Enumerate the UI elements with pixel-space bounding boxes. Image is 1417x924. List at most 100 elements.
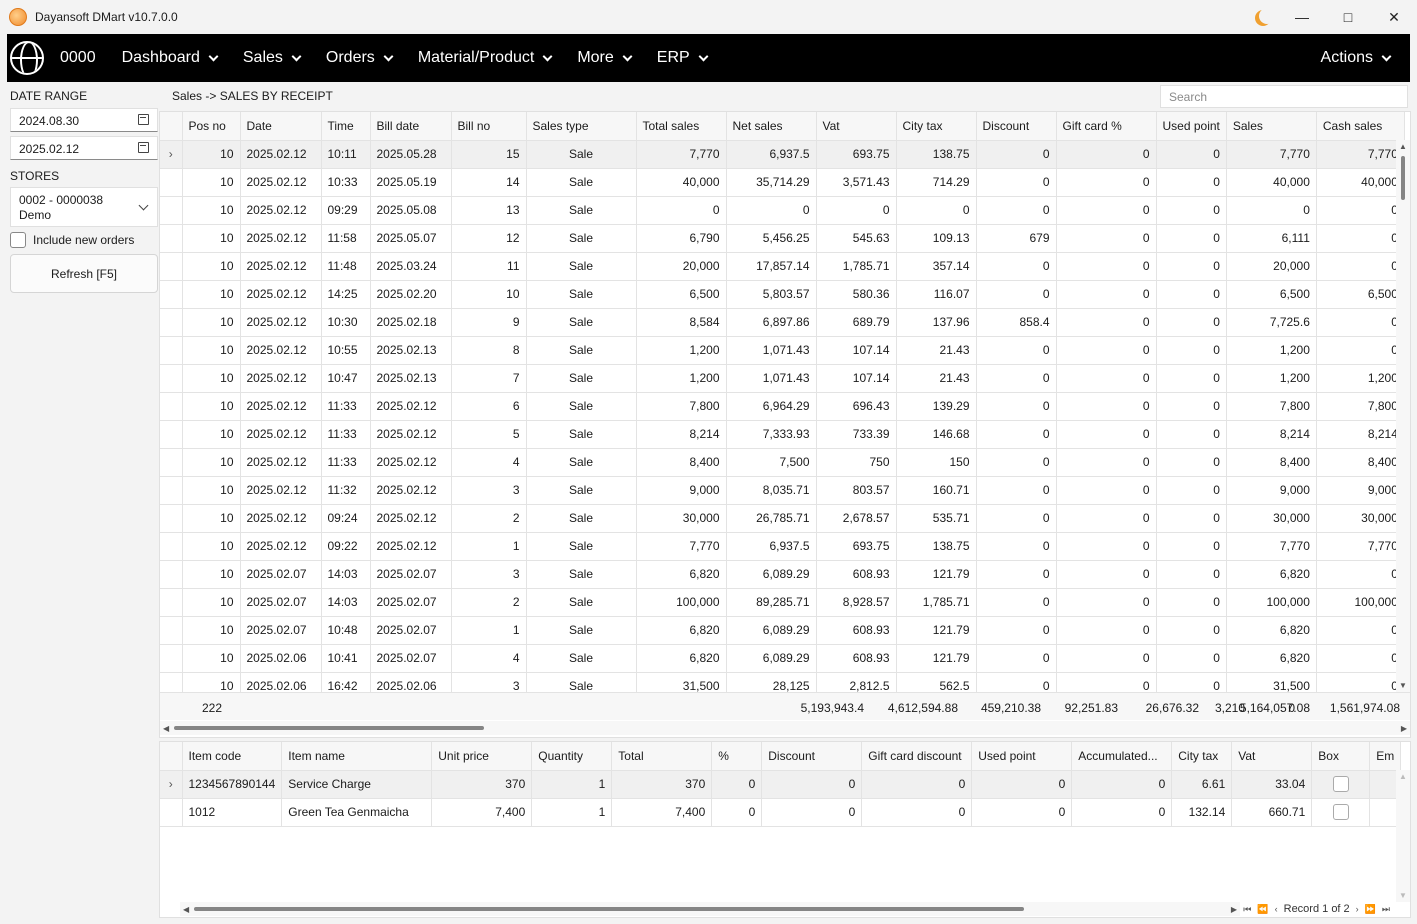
calendar-icon[interactable] (138, 142, 149, 153)
table-cell[interactable]: 0 (1156, 364, 1227, 393)
table-cell[interactable]: 150 (896, 448, 977, 477)
table-cell[interactable]: 4 (451, 448, 527, 477)
table-cell[interactable]: 11:33 (321, 392, 371, 421)
table-cell[interactable]: 40,000 (636, 168, 727, 197)
table-cell[interactable]: 0 (1056, 560, 1157, 589)
table-cell[interactable]: 7,400 (611, 798, 713, 827)
table-cell[interactable]: 6,820 (636, 644, 727, 673)
table-cell[interactable]: 0 (1056, 588, 1157, 617)
table-cell[interactable]: 10:48 (321, 616, 371, 645)
table-cell[interactable]: 1,785.71 (816, 252, 897, 281)
table-cell[interactable]: Sale (526, 224, 637, 253)
prev-page-icon[interactable]: ⏪ (1257, 903, 1269, 914)
table-cell[interactable]: 6,964.29 (726, 392, 817, 421)
column-header[interactable]: Vat (816, 112, 897, 141)
table-cell[interactable]: 0 (1056, 280, 1157, 309)
table-cell[interactable]: Sale (526, 532, 637, 561)
table-cell[interactable]: 0 (1316, 196, 1405, 225)
table-cell[interactable]: 6,500 (1316, 280, 1405, 309)
nav-sales[interactable]: Sales (243, 49, 302, 67)
table-cell[interactable]: 139.29 (896, 392, 977, 421)
table-cell[interactable]: 5,803.57 (726, 280, 817, 309)
first-record-icon[interactable]: ⏮ (1243, 903, 1252, 914)
table-cell[interactable]: 20,000 (636, 252, 727, 281)
table-cell[interactable]: 696.43 (816, 392, 897, 421)
table-cell[interactable]: Sale (526, 504, 637, 533)
table-cell[interactable]: 10:47 (321, 364, 371, 393)
table-cell[interactable]: 580.36 (816, 280, 897, 309)
table-cell[interactable]: 116.07 (896, 280, 977, 309)
table-cell[interactable]: 10 (182, 504, 241, 533)
table-cell[interactable]: 2025.02.12 (240, 224, 322, 253)
table-cell[interactable]: 0 (861, 770, 973, 799)
table-cell[interactable]: 6,937.5 (726, 532, 817, 561)
table-cell[interactable]: 608.93 (816, 644, 897, 673)
table-cell[interactable]: 0 (1316, 308, 1405, 337)
box-checkbox[interactable] (1332, 804, 1349, 820)
include-new-orders-row[interactable]: Include new orders (10, 232, 134, 248)
column-header[interactable]: Used point (1156, 112, 1227, 141)
table-row[interactable]: 10 2025.02.12 11:58 2025.05.07 12 Sale 6,790 5,… (160, 224, 1405, 253)
table-cell[interactable]: 15 (451, 140, 527, 169)
table-row[interactable]: 10 2025.02.12 10:33 2025.05.19 14 Sale 40,000 3… (160, 168, 1405, 197)
table-cell[interactable]: 10:33 (321, 168, 371, 197)
table-cell[interactable]: 1,200 (1226, 364, 1317, 393)
table-cell[interactable]: Sale (526, 392, 637, 421)
table-cell[interactable]: 2025.02.12 (240, 364, 322, 393)
table-cell[interactable]: 5,456.25 (726, 224, 817, 253)
table-cell[interactable]: 0 (1056, 476, 1157, 505)
column-header[interactable]: Vat (1231, 742, 1313, 771)
column-header[interactable]: Bill no (451, 112, 527, 141)
table-cell[interactable]: 2 (451, 588, 527, 617)
column-header[interactable]: Gift card discount (861, 742, 973, 771)
table-cell[interactable]: 2025.02.12 (240, 336, 322, 365)
table-cell[interactable]: 0 (1071, 770, 1173, 799)
table-cell[interactable]: 11 (451, 252, 527, 281)
table-cell[interactable]: 1234567890144 (182, 770, 283, 799)
table-cell[interactable]: 357.14 (896, 252, 977, 281)
table-cell[interactable]: Sale (526, 560, 637, 589)
column-header[interactable]: Item name (281, 742, 433, 771)
table-cell[interactable]: 689.79 (816, 308, 897, 337)
table-cell[interactable]: 5 (451, 420, 527, 449)
table-cell[interactable]: 0 (1056, 392, 1157, 421)
table-cell[interactable]: 0 (1056, 364, 1157, 393)
table-cell[interactable]: 1 (531, 770, 613, 799)
table-cell[interactable]: 33.04 (1231, 770, 1313, 799)
box-checkbox[interactable] (1332, 776, 1349, 792)
column-header[interactable]: City tax (896, 112, 977, 141)
table-cell[interactable]: 0 (1056, 616, 1157, 645)
table-cell[interactable]: 0 (971, 770, 1073, 799)
table-cell[interactable]: Sale (526, 252, 637, 281)
horizontal-scroll-thumb[interactable] (174, 726, 484, 730)
table-cell[interactable]: 100,000 (1226, 588, 1317, 617)
table-cell[interactable]: 0 (976, 392, 1057, 421)
table-cell[interactable]: 7,770 (636, 532, 727, 561)
column-header[interactable]: Cash sales (1316, 112, 1405, 141)
table-cell[interactable]: 0 (1316, 616, 1405, 645)
table-cell[interactable]: 17,857.14 (726, 252, 817, 281)
table-row[interactable]: 10 2025.02.12 09:29 2025.05.08 13 Sale 0 0 0 0 0 0 0… (160, 196, 1405, 225)
table-cell[interactable]: 2025.02.07 (370, 560, 452, 589)
table-cell[interactable]: 370 (431, 770, 533, 799)
table-row[interactable]: › 10 2025.02.12 10:11 2025.05.28 15 Sale 7,770 6… (160, 140, 1405, 169)
table-cell[interactable]: 7,800 (636, 392, 727, 421)
table-cell[interactable]: 679 (976, 224, 1057, 253)
table-cell[interactable]: 6,089.29 (726, 644, 817, 673)
table-cell[interactable]: 0 (761, 770, 863, 799)
table-cell[interactable]: 10 (182, 476, 241, 505)
table-cell[interactable]: 2025.02.07 (370, 588, 452, 617)
table-cell[interactable]: 2025.02.12 (370, 448, 452, 477)
table-cell[interactable]: 6,500 (1226, 280, 1317, 309)
items-vertical-scrollbar[interactable]: ▲ ▼ (1396, 770, 1410, 902)
table-cell[interactable]: 693.75 (816, 140, 897, 169)
table-cell[interactable]: 7,770 (1316, 140, 1405, 169)
table-cell[interactable]: 0 (1316, 336, 1405, 365)
column-header[interactable]: Pos no (182, 112, 241, 141)
table-row[interactable]: 10 2025.02.12 11:33 2025.02.12 4 Sale 8,400 7,5… (160, 448, 1405, 477)
table-cell[interactable]: 6,111 (1226, 224, 1317, 253)
table-cell[interactable]: 1 (451, 616, 527, 645)
table-cell[interactable]: 0 (971, 798, 1073, 827)
store-code[interactable]: 0000 (60, 49, 96, 66)
table-cell[interactable]: 0 (1156, 224, 1227, 253)
